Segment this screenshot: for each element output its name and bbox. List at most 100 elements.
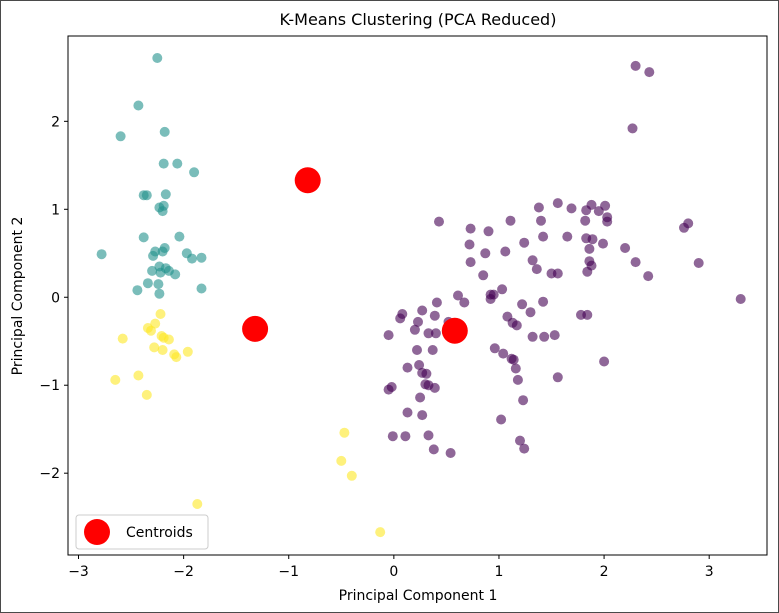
cluster-1-point xyxy=(159,126,170,137)
cluster-0-point xyxy=(527,255,538,266)
x-axis-label: Principal Component 1 xyxy=(339,588,498,604)
y-tick-label: 0 xyxy=(51,290,60,306)
cluster-0-point xyxy=(566,203,577,214)
cluster-0-point xyxy=(421,368,432,379)
y-tick-label: −2 xyxy=(39,466,60,482)
y-tick-label: −1 xyxy=(39,378,60,394)
cluster-0-point xyxy=(431,297,442,308)
cluster-0-point xyxy=(429,382,440,393)
plot-frame xyxy=(67,35,768,556)
plot-area xyxy=(68,36,767,555)
cluster-0-point xyxy=(427,345,438,355)
centroid-marker xyxy=(294,167,321,194)
cluster-0-point xyxy=(402,362,413,373)
cluster-1-point xyxy=(158,158,169,169)
cluster-2-point xyxy=(192,499,203,509)
cluster-2-point xyxy=(141,389,152,400)
cluster-0-point xyxy=(552,198,563,209)
cluster-0-point xyxy=(453,290,463,301)
y-axis-ticks: −2 −1 0 1 2 xyxy=(39,114,68,482)
cluster-2-point xyxy=(336,455,347,466)
cluster-0-point xyxy=(417,305,428,316)
cluster-2-point xyxy=(110,374,121,385)
cluster-1-point xyxy=(132,285,143,296)
cluster-0-point xyxy=(584,243,595,254)
cluster-1-point xyxy=(187,253,197,264)
x-tick-label: 2 xyxy=(600,564,609,580)
y-axis-label: Principal Component 2 xyxy=(10,217,26,376)
cluster-1-point xyxy=(142,278,153,289)
cluster-0-point xyxy=(549,330,560,341)
cluster-2-point xyxy=(375,527,386,538)
cluster-0-point xyxy=(500,246,511,257)
cluster-1-point xyxy=(150,246,161,257)
cluster-1-point xyxy=(133,100,144,111)
cluster-0-point xyxy=(599,356,610,367)
cluster-0-point xyxy=(519,443,530,454)
cluster-0-point xyxy=(423,328,434,339)
cluster-0-point xyxy=(430,328,441,339)
cluster-0-point xyxy=(409,324,420,335)
cluster-0-point xyxy=(508,354,519,365)
legend-box xyxy=(75,514,209,550)
cluster-0-point xyxy=(539,331,550,342)
cluster-0-point xyxy=(517,299,528,310)
x-tick-label: −3 xyxy=(68,564,89,580)
cluster-2-point xyxy=(339,427,350,438)
cluster-1-point xyxy=(160,189,171,200)
cluster-0-point xyxy=(515,435,525,446)
cluster-0-point xyxy=(552,372,563,383)
y-tick-label: 2 xyxy=(51,114,60,130)
cluster-0-point xyxy=(582,266,593,277)
cluster-0-point xyxy=(580,215,591,226)
chart-title: K-Means Clustering (PCA Reduced) xyxy=(280,10,557,29)
cluster-2-point xyxy=(155,309,166,319)
cluster-0-point xyxy=(496,414,507,425)
y-tick-label: 1 xyxy=(51,202,60,218)
cluster-1-point xyxy=(138,232,149,243)
cluster-0-point xyxy=(464,239,475,250)
x-axis-ticks: −3 −2 −1 0 1 2 3 xyxy=(68,555,714,580)
cluster-1-point xyxy=(154,288,165,299)
x-tick-label: −2 xyxy=(173,564,194,580)
cluster-0-point xyxy=(423,430,434,441)
cluster-0-point xyxy=(510,363,521,374)
cluster-0-point xyxy=(552,268,563,279)
cluster-0-point xyxy=(527,331,538,342)
cluster-0-point xyxy=(459,297,470,308)
cluster-0-point xyxy=(518,395,529,406)
cluster-0-point xyxy=(620,243,631,253)
cluster-0-point xyxy=(630,60,641,71)
x-tick-label: −1 xyxy=(278,564,299,580)
cluster-1-point xyxy=(115,131,126,142)
cluster-2-point xyxy=(117,333,128,344)
centroid-marker xyxy=(441,317,468,344)
cluster-0-point xyxy=(693,258,704,268)
cluster-2-point xyxy=(171,352,182,363)
cluster-0-point xyxy=(598,238,608,249)
cluster-1-point xyxy=(158,200,169,211)
cluster-0-point xyxy=(428,444,439,455)
cluster-0-point xyxy=(386,382,397,392)
x-tick-label: 1 xyxy=(495,564,504,580)
cluster-0-point xyxy=(400,431,411,442)
cluster-0-point xyxy=(519,237,530,248)
cluster-0-point xyxy=(465,223,476,234)
cluster-0-point xyxy=(480,248,491,259)
x-tick-label: 3 xyxy=(705,564,714,580)
cluster-0-point xyxy=(402,407,413,418)
cluster-0-point xyxy=(483,226,494,237)
cluster-0-point xyxy=(383,330,394,341)
cluster-0-point xyxy=(478,270,489,281)
cluster-0-point xyxy=(415,392,426,403)
cluster-0-point xyxy=(643,271,654,282)
cluster-1-point xyxy=(147,265,158,276)
cluster-1-point xyxy=(170,269,181,280)
cluster-0-point xyxy=(630,257,641,268)
cluster-2-point xyxy=(149,342,160,353)
cluster-0-point xyxy=(417,410,428,421)
cluster-2-point xyxy=(163,334,174,345)
legend-centroid-marker xyxy=(84,519,110,545)
cluster-0-point xyxy=(414,360,425,370)
